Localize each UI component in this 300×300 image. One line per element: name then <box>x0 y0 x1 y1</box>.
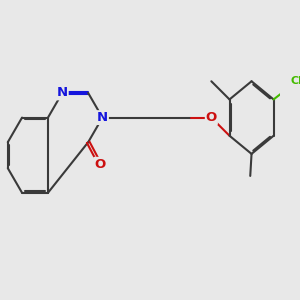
Text: O: O <box>206 111 217 124</box>
Text: N: N <box>57 86 68 99</box>
Text: O: O <box>94 158 106 171</box>
Text: N: N <box>97 111 108 124</box>
Text: Cl: Cl <box>291 76 300 86</box>
